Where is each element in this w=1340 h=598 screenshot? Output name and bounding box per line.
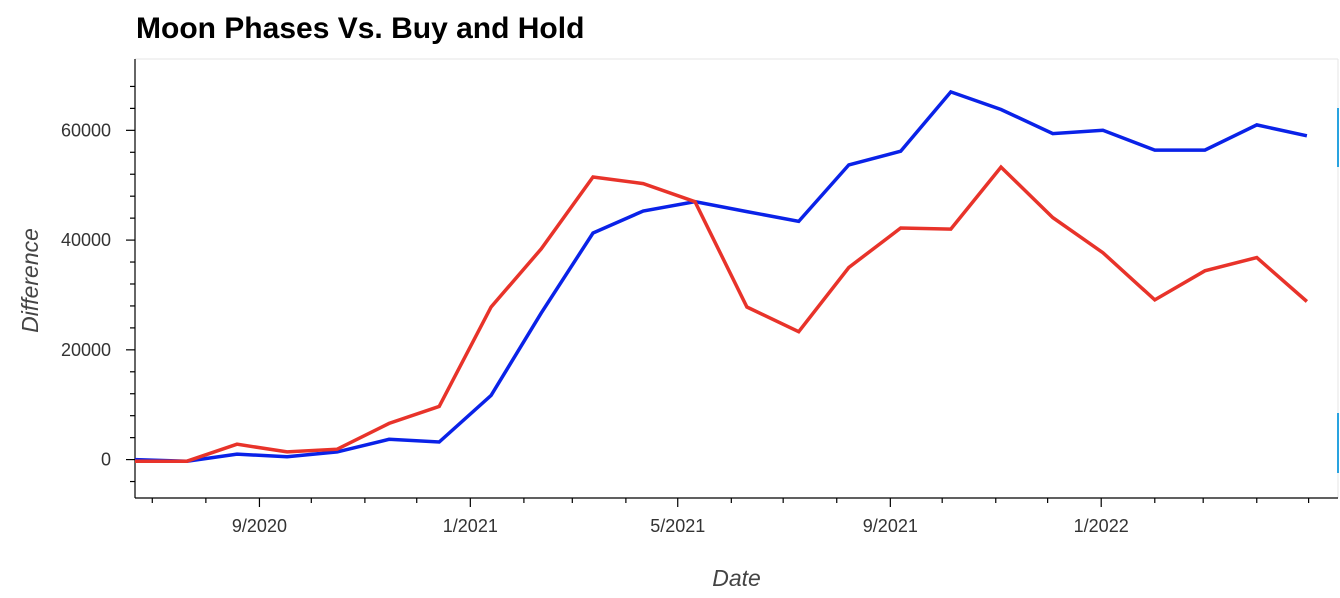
series-line-1 xyxy=(135,89,1308,463)
x-tick-label: 9/2021 xyxy=(863,516,918,536)
x-tick-label: 1/2022 xyxy=(1074,516,1129,536)
x-axis-label: Date xyxy=(712,565,761,591)
x-tick-label: 5/2021 xyxy=(650,516,705,536)
series-line-2 xyxy=(135,164,1309,463)
x-tick-label: 9/2020 xyxy=(232,516,287,536)
y-tick-label: 20000 xyxy=(61,340,111,360)
y-tick-label: 40000 xyxy=(61,230,111,250)
chart-title: Moon Phases Vs. Buy and Hold xyxy=(136,12,585,45)
x-tick-label: 1/2021 xyxy=(443,516,498,536)
y-tick-label: 60000 xyxy=(61,120,111,140)
y-tick-label: 0 xyxy=(101,450,111,470)
y-axis-label: Difference xyxy=(17,228,43,333)
